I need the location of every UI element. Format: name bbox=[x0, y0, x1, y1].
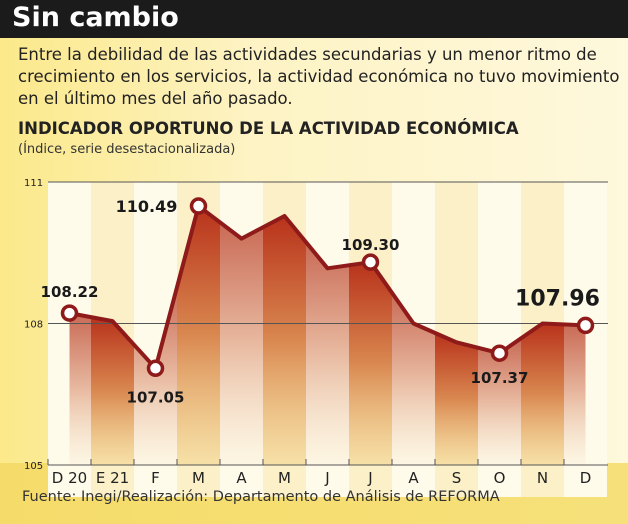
description: Entre la debilidad de las actividades se… bbox=[18, 45, 620, 108]
y-tick-label: 111 bbox=[24, 178, 43, 189]
data-label: 108.22 bbox=[41, 283, 99, 301]
chart-subtitle: (Índice, serie desestacionalizada) bbox=[18, 142, 236, 157]
area-fill bbox=[521, 323, 564, 465]
x-tick-label: M bbox=[278, 469, 291, 487]
data-label: 107.05 bbox=[127, 388, 185, 406]
x-tick-label: F bbox=[151, 469, 160, 487]
area-fill bbox=[478, 338, 521, 465]
y-tick-label: 105 bbox=[24, 461, 43, 472]
data-point-marker bbox=[576, 316, 595, 335]
area-fill bbox=[220, 222, 263, 465]
x-tick-label: M bbox=[192, 469, 205, 487]
data-point-marker bbox=[490, 344, 509, 362]
area-fill bbox=[435, 332, 478, 465]
area-fill bbox=[69, 313, 91, 465]
area-fill bbox=[349, 262, 392, 465]
data-point-marker bbox=[361, 253, 380, 271]
x-tick-label: J bbox=[324, 469, 329, 487]
page-title: Sin cambio bbox=[12, 2, 179, 33]
x-tick-label: O bbox=[494, 469, 506, 487]
y-tick-label: 108 bbox=[24, 320, 43, 331]
x-tick-label: E 21 bbox=[96, 469, 129, 487]
title-band bbox=[0, 0, 628, 38]
x-tick-label: A bbox=[236, 469, 247, 487]
x-tick-label: D bbox=[580, 469, 592, 487]
chart-title: INDICADOR OPORTUNO DE LA ACTIVIDAD ECONÓ… bbox=[18, 119, 519, 138]
x-tick-label: D 20 bbox=[52, 469, 87, 487]
x-tick-label: A bbox=[408, 469, 419, 487]
area-fill bbox=[306, 242, 349, 465]
area-fill bbox=[91, 317, 134, 465]
data-point-marker bbox=[189, 197, 208, 215]
data-point-marker bbox=[60, 304, 79, 322]
area-fill bbox=[392, 292, 435, 465]
data-point-marker bbox=[146, 359, 165, 378]
data-label: 110.49 bbox=[116, 197, 178, 216]
data-label: 109.30 bbox=[342, 236, 400, 254]
source-note: Fuente: Inegi/Realización: Departamento … bbox=[22, 489, 500, 505]
data-label: 107.37 bbox=[471, 369, 529, 387]
x-tick-label: S bbox=[452, 469, 462, 487]
area-fill bbox=[263, 215, 306, 465]
data-label: 107.96 bbox=[515, 286, 600, 311]
x-tick-label: N bbox=[537, 469, 548, 487]
area-fill bbox=[177, 206, 220, 465]
area-fill bbox=[564, 324, 586, 465]
x-tick-label: J bbox=[367, 469, 372, 487]
